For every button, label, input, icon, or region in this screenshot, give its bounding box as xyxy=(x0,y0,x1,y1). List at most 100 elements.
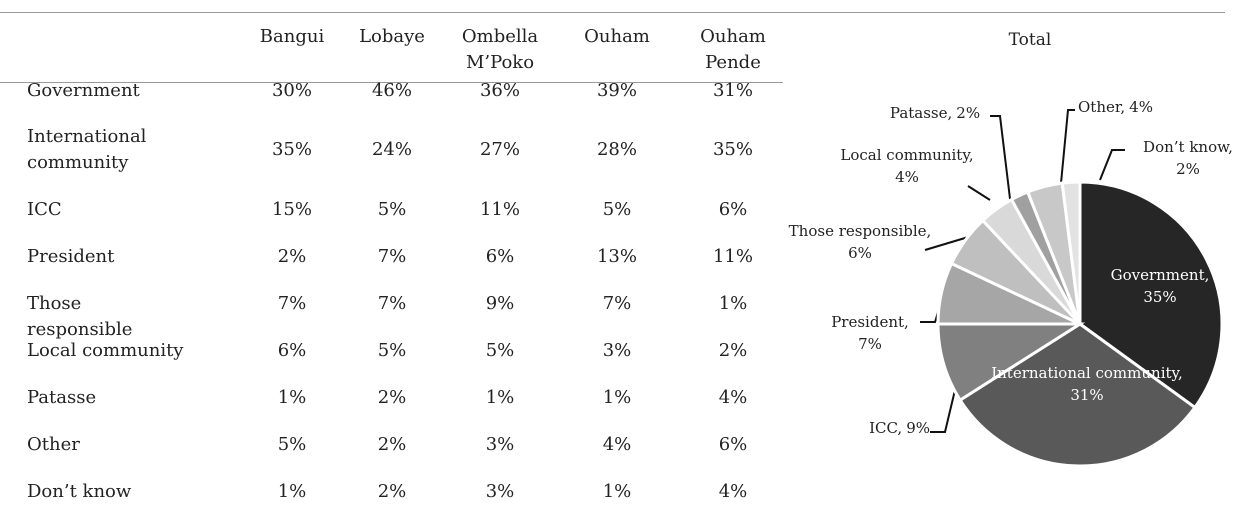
label-category: President xyxy=(831,313,904,331)
label-separator: , xyxy=(969,146,974,164)
cell-value: 11% xyxy=(479,199,520,220)
label-separator: , xyxy=(927,222,932,240)
data-label: Those responsible, 6% xyxy=(789,222,932,262)
label-value: 7% xyxy=(858,335,882,353)
data-label: Government, 35% xyxy=(1111,266,1210,306)
data-label: ICC, 9% xyxy=(869,419,930,437)
cell-value: 1% xyxy=(718,293,748,314)
row-label: Patasse xyxy=(27,387,97,408)
cell-value: 15% xyxy=(271,199,312,220)
column-header: Ombella M’Poko xyxy=(461,26,539,73)
cell-value: 7% xyxy=(277,293,307,314)
label-category: Those responsible xyxy=(789,222,927,240)
cell-value: 1% xyxy=(277,481,307,502)
label-separator: , xyxy=(948,104,953,122)
cell-value: 28% xyxy=(596,139,637,160)
label-category: Government xyxy=(1111,266,1205,284)
cell-value: 1% xyxy=(602,387,632,408)
label-value: 2% xyxy=(956,104,980,122)
cell-value: 5% xyxy=(485,340,515,361)
rule xyxy=(0,82,783,83)
cell-value: 2% xyxy=(377,387,407,408)
chart-title: Total xyxy=(1009,30,1052,50)
label-value: 6% xyxy=(848,244,872,262)
cell-value: 1% xyxy=(485,387,515,408)
cell-value: 35% xyxy=(271,139,312,160)
label-separator: , xyxy=(1228,138,1233,156)
pie-slice xyxy=(936,322,1086,403)
label-category: Other xyxy=(1078,98,1123,116)
cell-value: 5% xyxy=(602,199,632,220)
pie-slice xyxy=(1060,180,1082,325)
label-category: International community xyxy=(991,364,1180,382)
cell-value: 36% xyxy=(479,80,520,101)
pie-slice xyxy=(1078,180,1224,410)
cell-value: 5% xyxy=(277,434,307,455)
row-label: International community xyxy=(27,126,147,173)
label-category: Don’t know xyxy=(1143,138,1230,156)
label-category: ICC xyxy=(869,419,897,437)
label-separator: , xyxy=(897,419,902,437)
data-label: President, 7% xyxy=(831,313,909,353)
label-separator: , xyxy=(1205,266,1210,284)
cell-value: 6% xyxy=(718,199,748,220)
cell-value: 7% xyxy=(377,246,407,267)
data-label: Don’t know, 2% xyxy=(1143,138,1233,178)
cell-value: 2% xyxy=(277,246,307,267)
label-separator: , xyxy=(904,313,909,331)
rule xyxy=(0,12,1225,13)
column-header: Bangui xyxy=(259,26,325,47)
data-label: International community, 31% xyxy=(991,364,1183,404)
cell-value: 31% xyxy=(712,80,753,101)
cell-value: 11% xyxy=(712,246,753,267)
cell-value: 1% xyxy=(277,387,307,408)
row-label: Other xyxy=(27,434,80,455)
label-separator: , xyxy=(1120,98,1125,116)
label-value: 4% xyxy=(1129,98,1153,116)
cell-value: 13% xyxy=(596,246,637,267)
cell-value: 4% xyxy=(718,481,748,502)
table: Bangui Lobaye Ombella M’Poko Ouham Ouham Pen… xyxy=(27,26,766,502)
cell-value: 5% xyxy=(377,199,407,220)
cell-value: 6% xyxy=(485,246,515,267)
cell-value: 6% xyxy=(718,434,748,455)
label-category: Patasse xyxy=(890,104,948,122)
cell-value: 2% xyxy=(377,481,407,502)
cell-value: 2% xyxy=(377,434,407,455)
cell-value: 3% xyxy=(485,434,515,455)
label-value: 4% xyxy=(895,168,919,186)
cell-value: 4% xyxy=(718,387,748,408)
row-label: Government xyxy=(27,80,140,101)
cell-value: 7% xyxy=(602,293,632,314)
row-label: Those responsible xyxy=(27,293,133,340)
cell-value: 9% xyxy=(485,293,515,314)
cell-value: 2% xyxy=(718,340,748,361)
cell-value: 3% xyxy=(602,340,632,361)
cell-value: 6% xyxy=(277,340,307,361)
cell-value: 46% xyxy=(371,80,412,101)
data-label: Local community, 4% xyxy=(840,146,973,186)
label-separator: , xyxy=(1178,364,1183,382)
cell-value: 7% xyxy=(377,293,407,314)
cell-value: 1% xyxy=(602,481,632,502)
column-header: Ouham Pende xyxy=(700,26,766,73)
data-label: Patasse, 2% xyxy=(890,104,980,122)
cell-value: 3% xyxy=(485,481,515,502)
cell-value: 39% xyxy=(596,80,637,101)
cell-value: 27% xyxy=(479,139,520,160)
cell-value: 35% xyxy=(712,139,753,160)
row-label: Local community xyxy=(27,340,184,361)
label-value: 2% xyxy=(1176,160,1200,178)
cell-value: 4% xyxy=(602,434,632,455)
cell-value: 24% xyxy=(371,139,412,160)
column-header: Lobaye xyxy=(359,26,425,47)
row-label: ICC xyxy=(27,199,62,220)
cell-value: 5% xyxy=(377,340,407,361)
column-header: Ouham xyxy=(584,26,650,47)
label-category: Local community xyxy=(840,146,971,164)
label-value: 35% xyxy=(1143,288,1176,306)
data-label: Other, 4% xyxy=(1078,98,1153,116)
row-label: Don’t know xyxy=(27,481,132,502)
pie-slice xyxy=(958,322,1197,468)
